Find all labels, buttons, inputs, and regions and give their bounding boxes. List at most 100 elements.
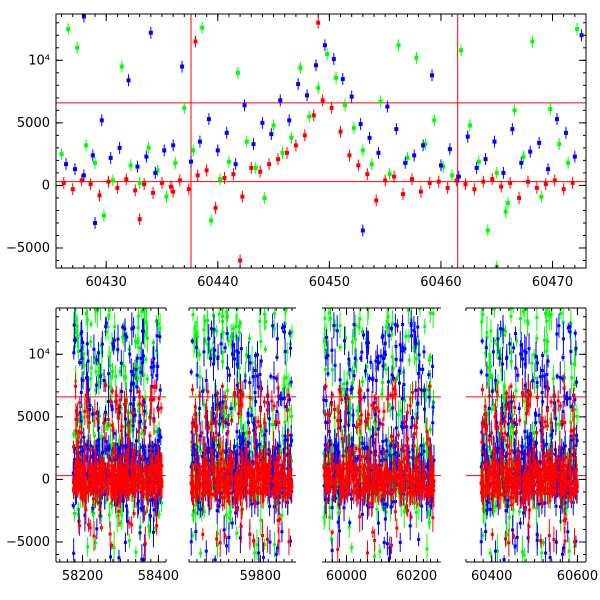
top-point-red <box>79 174 84 187</box>
top-point-blue <box>322 39 327 52</box>
top-point-red <box>552 174 557 187</box>
top-point-green <box>137 176 142 189</box>
top-point-green <box>146 141 151 154</box>
top-x-tick-label: 60470 <box>532 275 573 290</box>
top-point-red <box>160 176 164 189</box>
top-point-red <box>258 165 263 178</box>
top-point-green <box>334 71 339 84</box>
top-point-red <box>231 168 236 181</box>
top-point-green <box>521 150 526 163</box>
bottom-y-tick-label: 0 <box>42 472 50 487</box>
top-point-green <box>459 44 464 57</box>
top-point-green <box>200 21 205 34</box>
top-point-blue <box>438 159 443 172</box>
top-point-green <box>476 155 481 168</box>
top-point-blue <box>233 158 238 171</box>
bottom-x-tick-label: 58200 <box>62 569 103 584</box>
top-point-red <box>534 181 539 194</box>
top-point-blue <box>93 216 98 229</box>
top-point-blue <box>394 123 399 136</box>
top-point-red <box>284 146 289 159</box>
top-point-red <box>88 178 93 191</box>
top-point-green <box>485 224 490 237</box>
top-point-green <box>235 66 240 79</box>
top-point-green <box>93 156 98 169</box>
top-point-red <box>490 173 495 186</box>
top-point-blue <box>278 94 283 107</box>
top-point-green <box>351 121 356 134</box>
top-point-red <box>124 173 129 186</box>
top-point-green <box>226 155 231 168</box>
top-point-green <box>316 81 321 94</box>
top-point-green <box>191 144 196 157</box>
top-point-green <box>575 23 580 36</box>
top-point-red <box>193 35 198 48</box>
top-point-blue <box>171 139 176 152</box>
top-x-tick-label: 60460 <box>420 275 461 290</box>
bottom-x-tick-label: 58400 <box>138 569 179 584</box>
top-point-red <box>499 180 504 193</box>
top-point-green <box>441 160 446 173</box>
top-point-red <box>186 183 191 196</box>
top-point-green <box>119 60 124 73</box>
top-point-red <box>97 189 102 202</box>
top-point-red <box>311 109 316 122</box>
top-point-green <box>342 99 347 112</box>
top-point-red <box>249 161 254 174</box>
top-point-blue <box>519 156 524 169</box>
top-point-red <box>293 139 298 152</box>
top-point-red <box>525 175 530 188</box>
top-point-blue <box>126 74 131 87</box>
top-point-green <box>369 158 374 171</box>
bottom-segment-1: 58200 58400 <box>55 307 179 584</box>
top-point-blue <box>579 29 584 42</box>
top-point-blue <box>242 99 247 112</box>
top-point-green <box>325 48 330 61</box>
top-point-green <box>539 190 544 203</box>
top-point-green <box>505 196 510 209</box>
top-point-green <box>432 114 437 127</box>
top-point-green <box>414 51 419 64</box>
top-point-red <box>392 170 397 183</box>
top-point-blue <box>510 123 515 136</box>
top-point-green <box>494 166 499 179</box>
top-x-tick-label: 60430 <box>86 275 127 290</box>
top-point-blue <box>305 89 310 102</box>
top-point-blue <box>474 161 479 174</box>
top-point-red <box>427 176 432 189</box>
top-point-green <box>182 101 187 114</box>
top-point-red <box>409 173 414 186</box>
top-point-blue <box>224 126 229 139</box>
top-point-blue <box>135 160 140 173</box>
top-frame <box>55 13 587 269</box>
top-point-blue <box>546 163 551 176</box>
top-point-blue <box>340 73 345 86</box>
top-point-blue <box>296 78 301 91</box>
top-point-green <box>467 119 472 132</box>
top-point-blue <box>153 166 158 179</box>
top-point-green <box>396 39 401 52</box>
top-point-red <box>302 129 307 142</box>
top-point-green <box>155 164 160 177</box>
top-point-green <box>307 110 312 123</box>
top-point-blue <box>148 26 153 39</box>
top-point-red <box>142 178 147 191</box>
top-point-blue <box>144 150 149 163</box>
top-point-blue <box>421 139 426 152</box>
top-panel: −5000 0 5000 10⁴ 60430 60440 60450 60460 60470 <box>6 13 587 290</box>
top-point-green <box>84 139 89 152</box>
top-point-green <box>360 144 365 157</box>
top-point-blue <box>64 158 69 171</box>
top-point-red <box>222 171 227 184</box>
top-point-red <box>418 185 423 198</box>
top-point-green <box>110 174 115 187</box>
top-point-blue <box>554 113 559 126</box>
top-point-green <box>548 103 553 116</box>
top-point-green <box>173 156 178 169</box>
top-point-red <box>267 158 272 171</box>
top-point-red <box>356 159 361 172</box>
bottom-x-tick-label: 60000 <box>326 569 367 584</box>
top-point-blue <box>456 170 461 183</box>
top-point-red <box>115 181 120 194</box>
top-point-blue <box>331 53 336 66</box>
